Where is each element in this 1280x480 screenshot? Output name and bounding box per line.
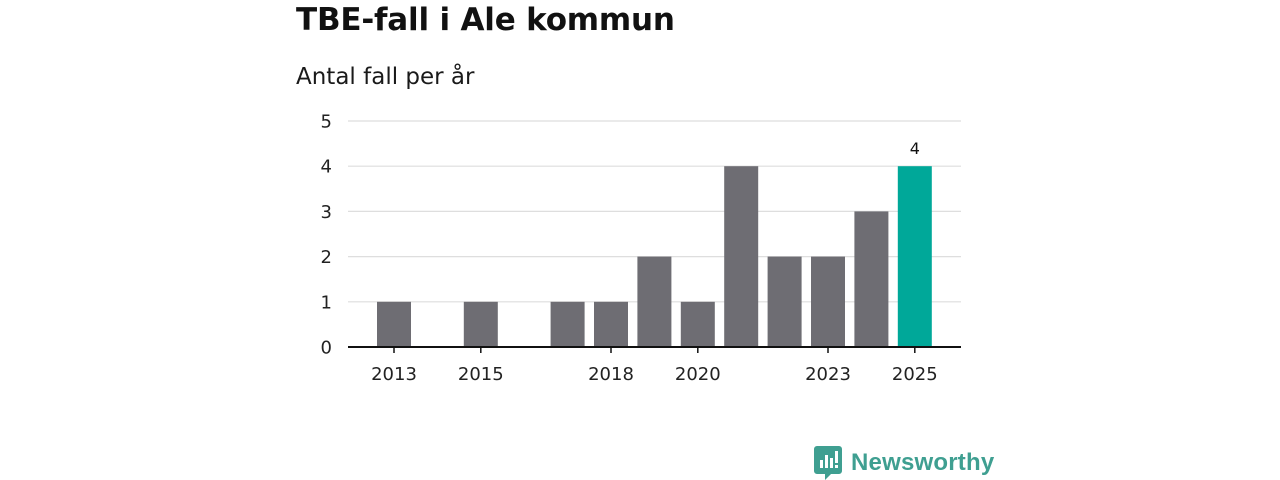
bar-chart: 0 1 2 3 4 5 2013 2015 2018 2020 2023 2025 4 xyxy=(321,112,961,385)
bar-2022 xyxy=(767,256,802,347)
bar-2015 xyxy=(463,301,498,347)
y-tick-label-5: 5 xyxy=(321,112,332,133)
bar-2025 xyxy=(897,166,932,347)
y-tick-label-3: 3 xyxy=(321,202,332,223)
y-axis-tick-labels: 0 1 2 3 4 5 xyxy=(321,112,332,359)
bar-2019 xyxy=(637,256,672,347)
x-axis-tick-labels: 2013 2015 2018 2020 2023 2025 xyxy=(371,347,938,385)
chart-title: TBE-fall i Ale kommun xyxy=(296,2,675,38)
data-label-2025: 4 xyxy=(910,139,920,158)
newsworthy-logo-icon xyxy=(814,446,842,480)
y-tick-label-1: 1 xyxy=(321,292,332,313)
x-tick-label-2025: 2025 xyxy=(892,364,938,385)
brand-logo: Newsworthy xyxy=(814,446,994,480)
brand-name: Newsworthy xyxy=(851,449,995,476)
bars xyxy=(377,166,932,347)
bar-2024 xyxy=(854,211,889,347)
x-tick-label-2020: 2020 xyxy=(675,364,721,385)
bar-2020 xyxy=(680,301,715,347)
chart-subtitle: Antal fall per år xyxy=(296,64,475,90)
data-labels: 4 xyxy=(910,139,920,158)
bar-2021 xyxy=(724,166,759,347)
y-tick-label-0: 0 xyxy=(321,338,332,359)
bar-2017 xyxy=(550,301,585,347)
bar-2013 xyxy=(377,301,411,347)
bar-2023 xyxy=(811,256,845,347)
x-tick-label-2018: 2018 xyxy=(588,364,634,385)
bar-2018 xyxy=(594,301,628,347)
x-tick-label-2013: 2013 xyxy=(371,364,417,385)
y-tick-label-4: 4 xyxy=(321,157,332,178)
x-tick-label-2015: 2015 xyxy=(458,364,504,385)
y-tick-label-2: 2 xyxy=(321,247,332,268)
x-tick-label-2023: 2023 xyxy=(805,364,851,385)
